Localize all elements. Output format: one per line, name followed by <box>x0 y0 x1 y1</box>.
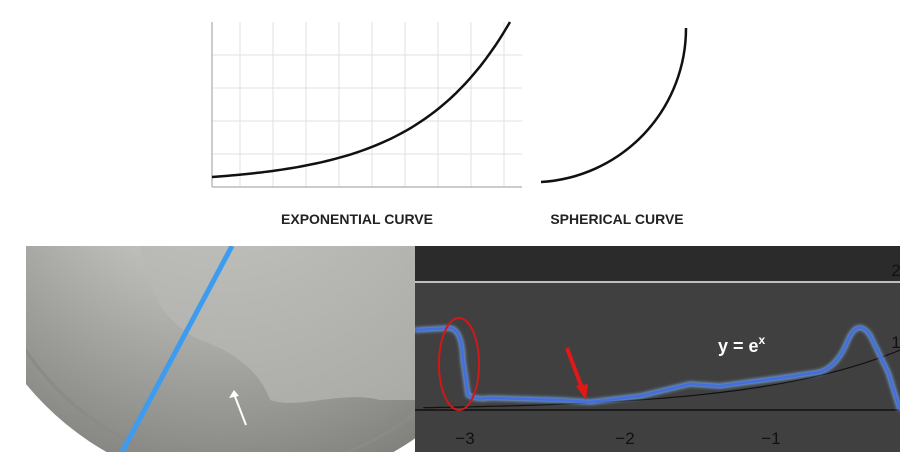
exponential-diagram <box>208 21 522 188</box>
x-tick-label: −1 <box>761 429 780 448</box>
exp-function-curve <box>423 349 900 409</box>
y-tick-label: 1 <box>891 333 900 352</box>
spherical-label: SPHERICAL CURVE <box>550 211 683 227</box>
x-tick-label: 0 <box>900 429 909 448</box>
grid-background <box>208 22 522 188</box>
graph-panel: y = ex −3 −2 −1 0 2 1 <box>415 246 909 452</box>
red-arrow <box>565 347 584 389</box>
white-arrow <box>233 393 247 426</box>
exponential-curve <box>211 21 512 179</box>
tick-labels: −3 −2 −1 0 2 1 <box>455 261 909 448</box>
trace <box>415 326 900 411</box>
x-tick-label: −2 <box>615 429 634 448</box>
red-arrowhead <box>576 384 588 400</box>
red-ellipse <box>438 317 480 411</box>
y-tick-label: 2 <box>891 261 900 280</box>
graph-top-band <box>415 246 900 282</box>
equation: y = ex <box>718 333 766 356</box>
grid <box>212 22 522 187</box>
equation-base: y = e <box>718 336 759 356</box>
blue-line <box>119 246 235 452</box>
equation-exponent: x <box>759 333 766 347</box>
spherical-curve <box>540 27 688 184</box>
x-tick-label: −3 <box>455 429 474 448</box>
white-arrowhead <box>229 390 239 398</box>
coin-photo <box>26 246 416 452</box>
exponential-label: EXPONENTIAL CURVE <box>281 211 433 227</box>
